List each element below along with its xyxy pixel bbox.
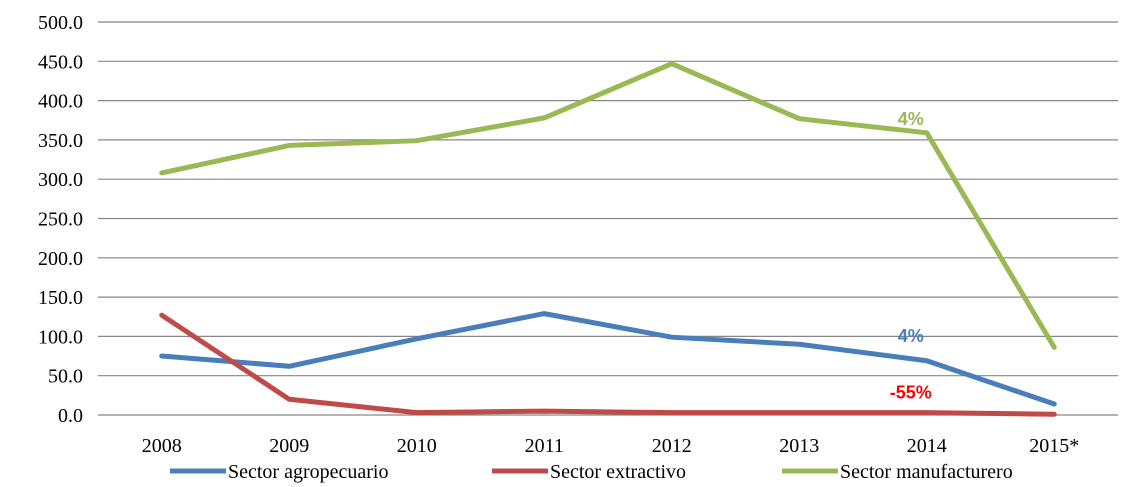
y-tick-label: 150.0 (38, 287, 83, 309)
x-tick-label: 2012 (652, 435, 692, 457)
x-tick-label: 2014 (907, 435, 947, 457)
y-axis-tick-labels: 0.0 50.0 100.0 150.0 200.0 250.0 300.0 350.0 400… (38, 12, 83, 427)
annotations: 4% 4% -55% (890, 109, 932, 403)
gridlines (98, 21, 1118, 416)
legend: Sector agropecuario Sector extractivo Sect… (170, 461, 1013, 483)
series-line-0 (159, 311, 1057, 407)
y-tick-label: 50.0 (48, 366, 83, 388)
y-tick-label: 450.0 (38, 51, 83, 73)
y-tick-label: 300.0 (38, 169, 83, 191)
data-annotation: 4% (898, 109, 924, 129)
legend-label: Sector manufacturero (840, 461, 1013, 483)
y-tick-label: 400.0 (38, 91, 83, 113)
x-tick-label: 2015* (1029, 435, 1079, 457)
x-axis-tick-labels: 2008 2009 2010 2011 2012 2013 2014 2015* (142, 435, 1080, 457)
data-annotation: 4% (898, 326, 924, 346)
y-tick-label: 0.0 (58, 405, 83, 427)
x-tick-label: 2008 (142, 435, 182, 457)
y-tick-label: 500.0 (38, 12, 83, 34)
x-tick-label: 2011 (525, 435, 564, 457)
y-tick-label: 100.0 (38, 326, 83, 348)
y-tick-label: 200.0 (38, 248, 83, 270)
y-tick-label: 250.0 (38, 209, 83, 231)
x-tick-label: 2010 (397, 435, 437, 457)
legend-label: Sector extractivo (550, 461, 686, 483)
x-tick-label: 2009 (269, 435, 309, 457)
y-tick-label: 350.0 (38, 130, 83, 152)
x-tick-label: 2013 (779, 435, 819, 457)
series-line-2 (159, 61, 1057, 350)
data-annotation: -55% (890, 383, 932, 403)
legend-label: Sector agropecuario (228, 461, 388, 483)
series-lines (159, 61, 1057, 417)
series-line-1 (159, 312, 1057, 417)
